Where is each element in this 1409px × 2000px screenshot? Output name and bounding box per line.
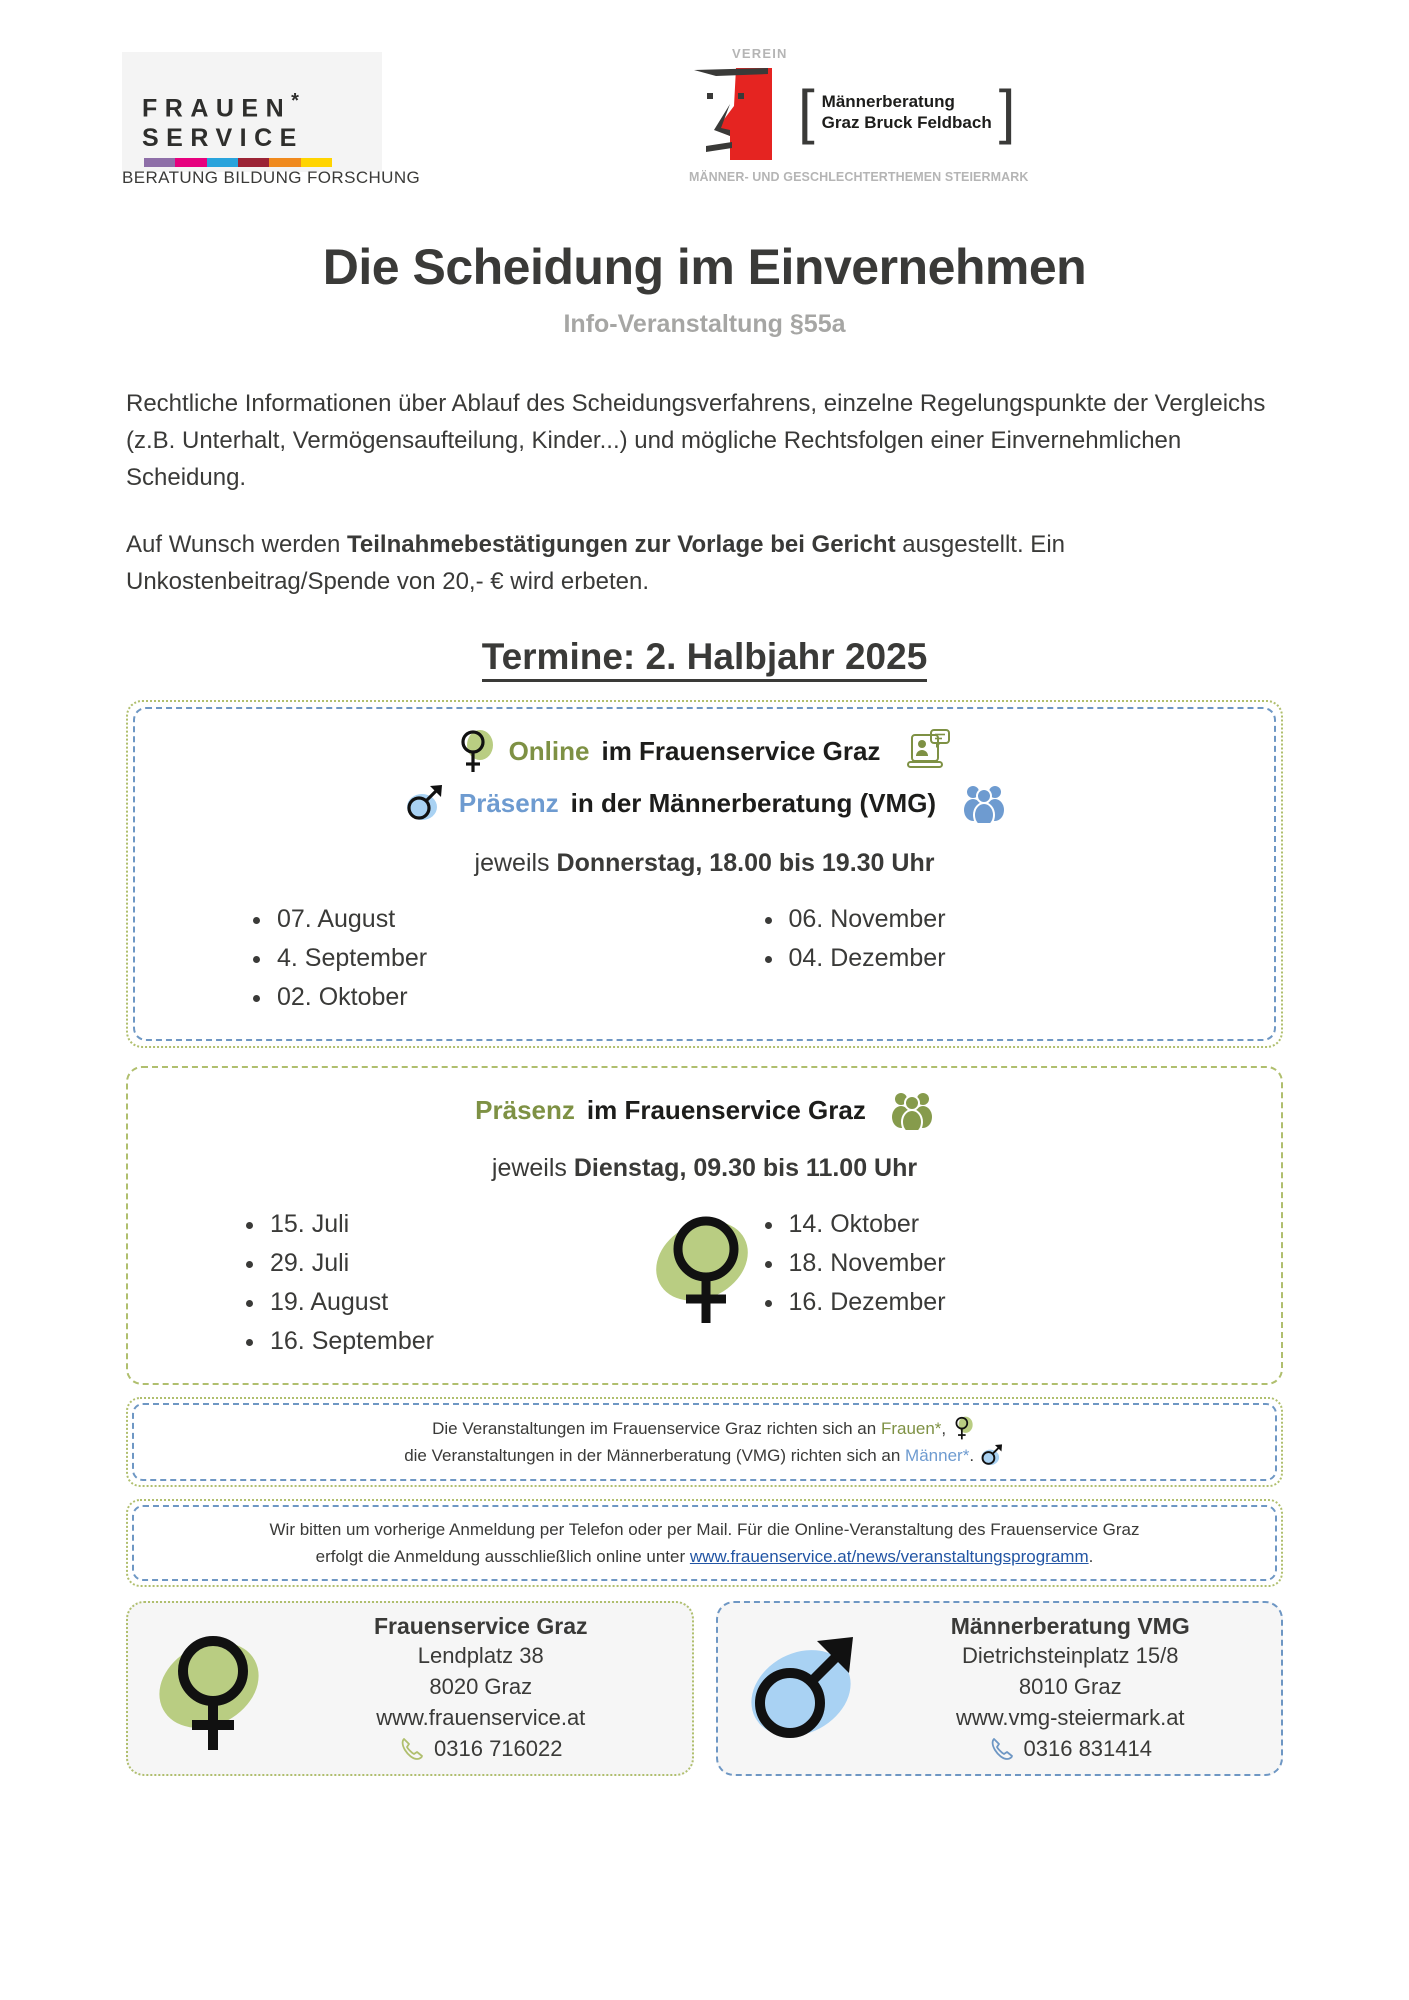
- contact-phone: 0316 831414: [1023, 1736, 1152, 1761]
- frauenservice-logo-word: FRAUEN: [142, 94, 292, 123]
- list-item: 16. September: [242, 1322, 705, 1361]
- box1-dates-right: 06. November 04. Dezember: [761, 900, 1253, 978]
- phone-icon: [401, 1737, 423, 1760]
- box2-dates-left: 15. Juli 29. Juli 19. August 16. Septemb…: [242, 1205, 705, 1361]
- list-item: 04. Dezember: [761, 939, 1253, 978]
- frauenservice-logo-asterisk: *: [291, 90, 299, 112]
- box1-dates: 07. August 4. September 02. Oktober 06. …: [157, 900, 1252, 1017]
- list-item: 02. Oktober: [249, 978, 705, 1017]
- box1-online-label: Online: [508, 735, 590, 766]
- box2-schedule-bold: Dienstag, 09.30 bis 11.00 Uhr: [573, 1154, 918, 1182]
- venus-symbol-icon-small: [955, 1416, 973, 1440]
- intro-paragraph-2: Auf Wunsch werden Teilnahmebestätigungen…: [126, 531, 1065, 595]
- box2-dates: 15. Juli 29. Juli 19. August 16. Septemb…: [150, 1205, 1259, 1361]
- audience-maenner-label: Männer*: [905, 1446, 970, 1465]
- list-item: 4. September: [249, 939, 705, 978]
- note-registration-line2: erfolgt die Anmeldung ausschließlich onl…: [315, 1547, 1094, 1566]
- page-title: Die Scheidung im Einvernehmen: [322, 239, 1087, 295]
- intro-paragraph-1: Rechtliche Informationen über Ablauf des…: [126, 390, 1266, 491]
- note-audience-line1: Die Veranstaltungen im Frauenservice Gra…: [148, 1415, 1261, 1442]
- note-registration-line1: Wir bitten um vorherige Anmeldung per Te…: [269, 1520, 1140, 1539]
- vmg-bracket-right: ]: [998, 78, 1016, 145]
- frauenservice-colorbar: [144, 158, 332, 168]
- box1-schedule: jeweils Donnerstag, 18.00 bis 19.30 Uhr: [474, 849, 935, 877]
- contact-phone: 0316 716022: [434, 1736, 563, 1761]
- contact-name: Frauenservice Graz: [373, 1613, 588, 1639]
- box1-praesenz-rest: in der Männerberatung (VMG): [570, 787, 937, 818]
- contact-website[interactable]: www.frauenservice.at: [376, 1705, 586, 1730]
- venus-symbol-icon-card: [159, 1635, 259, 1750]
- note-audience-line2: die Veranstaltungen in der Männerberatun…: [148, 1442, 1261, 1469]
- online-meeting-icon: [907, 729, 951, 768]
- termine-heading: Termine: 2. Halbjahr 2025: [0, 636, 1409, 682]
- frauenservice-logo-line2: SERVICE: [142, 124, 304, 153]
- list-item: 29. Juli: [242, 1244, 705, 1283]
- frauenservice-tagline: BERATUNG BILDUNG FORSCHUNG: [122, 168, 421, 187]
- vmg-name-line2: Graz Bruck Feldbach: [821, 113, 992, 132]
- box2-heading: Präsenz im Frauenservice Graz: [150, 1090, 1259, 1130]
- venus-symbol-icon: [460, 730, 493, 772]
- vmg-name-line1: Männerberatung: [821, 92, 955, 111]
- box2-praesenz-label: Präsenz: [475, 1094, 575, 1125]
- registration-link[interactable]: www.frauenservice.at/news/veranstaltungs…: [689, 1547, 1089, 1566]
- box1-schedule-bold: Donnerstag, 18.00 bis 19.30 Uhr: [556, 849, 935, 877]
- contact-phone-row: 0316 716022: [284, 1733, 678, 1764]
- audience-frauen-label: Frauen*: [880, 1419, 942, 1438]
- box2-dates-right: 14. Oktober 18. November 16. Dezember: [761, 1205, 1260, 1322]
- contact-city: 8020 Graz: [429, 1674, 533, 1699]
- vmg-face-icon: [694, 68, 772, 160]
- list-item: 07. August: [249, 900, 705, 939]
- list-item: 16. Dezember: [761, 1283, 1260, 1322]
- contact-cards: Frauenservice Graz Lendplatz 38 8020 Gra…: [126, 1601, 1283, 1776]
- intro-bold-phrase: Teilnahmebestätigungen zur Vorlage bei G…: [347, 531, 896, 558]
- contact-street: Dietrichsteinplatz 15/8: [962, 1643, 1179, 1668]
- schedule-box-online: Online im Frauenservice Graz: [126, 700, 1283, 1048]
- header-logos: FRAUEN* SERVICE BERATUNG BILDUNG FORSCHU…: [0, 0, 1409, 200]
- frauenservice-logo: FRAUEN* SERVICE: [122, 52, 382, 172]
- mars-symbol-icon-small: [981, 1444, 1002, 1466]
- contact-card-frauenservice: Frauenservice Graz Lendplatz 38 8020 Gra…: [126, 1601, 694, 1776]
- contact-phone-row: 0316 831414: [874, 1733, 1268, 1764]
- phone-icon: [991, 1737, 1013, 1760]
- frauenservice-logo-line1: FRAUEN*: [142, 86, 362, 123]
- intro-text: Rechtliche Informationen über Ablauf des…: [126, 385, 1283, 600]
- venus-symbol-decoration: [655, 1216, 748, 1323]
- list-item: 15. Juli: [242, 1205, 705, 1244]
- box1-dates-left: 07. August 4. September 02. Oktober: [249, 900, 705, 1017]
- list-item: 06. November: [761, 900, 1253, 939]
- group-people-icon-green: [891, 1093, 932, 1130]
- vmg-bracket-left: [: [798, 78, 815, 145]
- vmg-logo: VEREIN [ Männerberatung Graz Bruck Feldb…: [689, 46, 1028, 186]
- note-audience-box: Die Veranstaltungen im Frauenservice Gra…: [126, 1397, 1283, 1487]
- contact-website[interactable]: www.vmg-steiermark.at: [955, 1705, 1185, 1730]
- mars-symbol-icon: [406, 785, 442, 820]
- list-item: 19. August: [242, 1283, 705, 1322]
- box1-praesenz-label: Präsenz: [458, 787, 559, 818]
- vmg-subline: MÄNNER- UND GESCHLECHTERTHEMEN STEIERMAR…: [689, 170, 1029, 184]
- group-people-icon-blue: [964, 786, 1005, 823]
- schedule-box-praesenz: Präsenz im Frauenservice Graz jeweils Di…: [126, 1066, 1283, 1385]
- box1-online-rest: im Frauenservice Graz: [601, 735, 881, 766]
- note-registration-box: Wir bitten um vorherige Anmeldung per Te…: [126, 1499, 1283, 1587]
- vmg-name-lines: Männerberatung Graz Bruck Feldbach: [815, 91, 999, 133]
- list-item: 14. Oktober: [761, 1205, 1260, 1244]
- page-subtitle: Info-Veranstaltung §55a: [563, 310, 846, 338]
- contact-city: 8010 Graz: [1018, 1674, 1122, 1699]
- vmg-verein-label: VEREIN: [732, 46, 788, 61]
- list-item: 18. November: [761, 1244, 1260, 1283]
- contact-street: Lendplatz 38: [417, 1643, 544, 1668]
- mars-symbol-icon-card: [750, 1636, 853, 1738]
- vmg-name-block: [ Männerberatung Graz Bruck Feldbach ]: [798, 78, 1016, 145]
- contact-name: Männerberatung VMG: [950, 1613, 1190, 1639]
- box1-heading-praesenz: Präsenz in der Männerberatung (VMG): [157, 781, 1252, 825]
- box2-praesenz-rest: im Frauenservice Graz: [586, 1094, 866, 1125]
- box1-heading-online: Online im Frauenservice Graz: [157, 727, 1252, 775]
- contact-card-vmg: Männerberatung VMG Dietrichsteinplatz 15…: [715, 1601, 1283, 1776]
- box2-schedule: jeweils Dienstag, 09.30 bis 11.00 Uhr: [491, 1154, 918, 1182]
